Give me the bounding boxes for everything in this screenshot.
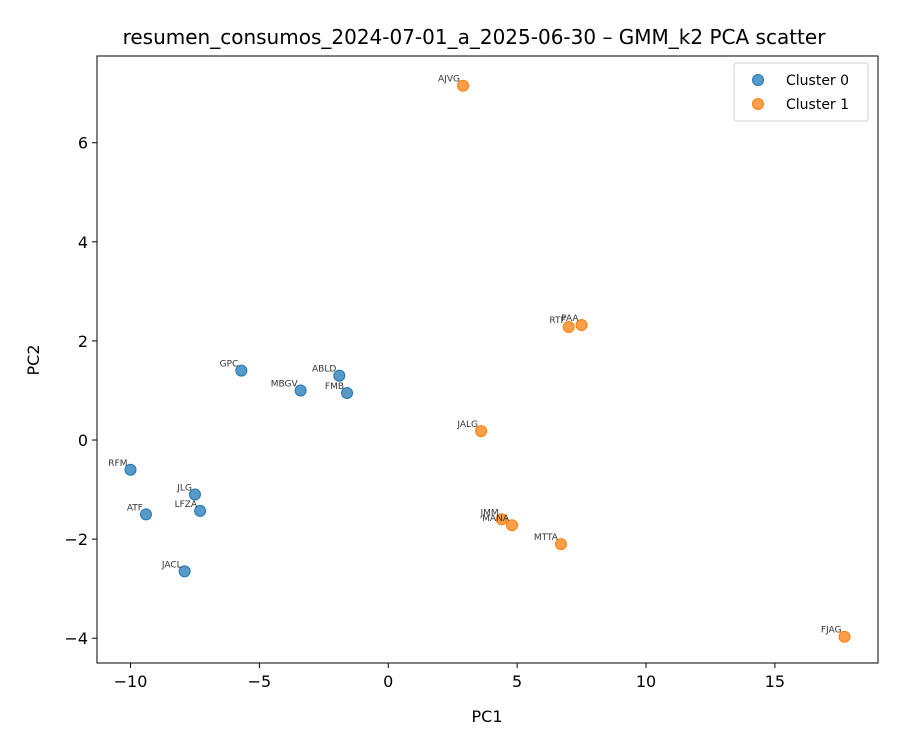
y-tick-label: 2 bbox=[78, 332, 88, 351]
legend-marker bbox=[752, 74, 764, 86]
chart-title: resumen_consumos_2024-07-01_a_2025-06-30… bbox=[123, 25, 827, 49]
point-label: GPC bbox=[220, 360, 239, 370]
point-label: RFM bbox=[108, 459, 127, 469]
data-point bbox=[333, 369, 346, 382]
point-label: MANA bbox=[482, 514, 510, 524]
y-tick-label: −2 bbox=[64, 530, 88, 549]
data-point bbox=[554, 538, 567, 551]
series-cluster-0: RFM ATF JACL JLG LFZA GPC MBGV ABLD FMB bbox=[108, 360, 354, 578]
point-label: LFZA bbox=[175, 500, 198, 510]
data-point bbox=[194, 504, 207, 517]
y-axis-label: PC2 bbox=[24, 345, 43, 376]
point-label: JLG bbox=[176, 484, 192, 494]
legend: Cluster 0 Cluster 1 bbox=[733, 62, 869, 122]
data-point bbox=[562, 321, 575, 334]
point-label: RTF bbox=[549, 316, 565, 326]
point-label: JACL bbox=[161, 560, 182, 570]
point-label: FJAG bbox=[821, 626, 842, 636]
point-label: AJVG bbox=[438, 75, 460, 85]
legend-marker bbox=[752, 98, 764, 110]
legend-box bbox=[733, 62, 869, 122]
point-label: ABLD bbox=[312, 365, 336, 375]
x-tick-label: 5 bbox=[512, 672, 522, 691]
data-point bbox=[235, 364, 248, 377]
data-point bbox=[139, 508, 152, 521]
legend-label: Cluster 0 bbox=[786, 73, 849, 89]
x-axis: −10 −5 0 5 10 15 bbox=[114, 663, 785, 691]
x-axis-label: PC1 bbox=[472, 707, 503, 726]
data-point bbox=[575, 319, 588, 332]
x-tick-label: −10 bbox=[114, 672, 148, 691]
data-point bbox=[495, 513, 508, 526]
data-point bbox=[457, 79, 470, 92]
x-tick-label: −5 bbox=[248, 672, 272, 691]
point-label: MTTA bbox=[534, 533, 559, 543]
point-label: JMM bbox=[479, 508, 498, 518]
data-point bbox=[124, 463, 137, 476]
x-tick-label: 15 bbox=[765, 672, 785, 691]
point-label: MBGV bbox=[271, 379, 299, 389]
point-label: PAA bbox=[561, 314, 579, 324]
y-tick-label: 0 bbox=[78, 431, 88, 450]
y-tick-label: −4 bbox=[64, 629, 88, 648]
point-label: FMB bbox=[325, 382, 344, 392]
y-tick-label: 4 bbox=[78, 233, 88, 252]
legend-label: Cluster 1 bbox=[786, 97, 849, 113]
plot-frame bbox=[96, 55, 879, 664]
y-axis: −4 −2 0 2 4 6 bbox=[64, 134, 97, 648]
data-point bbox=[505, 519, 518, 532]
point-label: ATF bbox=[127, 503, 143, 513]
data-point bbox=[294, 384, 307, 397]
data-point bbox=[838, 630, 851, 643]
data-point bbox=[188, 488, 201, 501]
x-tick-label: 0 bbox=[383, 672, 393, 691]
point-label: JALG bbox=[456, 420, 478, 430]
data-point bbox=[475, 425, 488, 438]
data-point bbox=[178, 565, 191, 578]
y-tick-label: 6 bbox=[78, 134, 88, 153]
plot-area: RFM ATF JACL JLG LFZA GPC MBGV ABLD FMB AJVG JALG J… bbox=[108, 75, 851, 643]
x-tick-label: 10 bbox=[636, 672, 656, 691]
data-point bbox=[341, 386, 354, 399]
